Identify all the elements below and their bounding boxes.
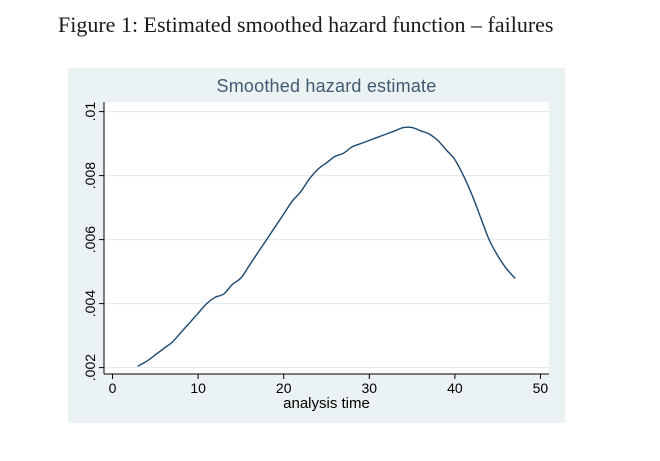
chart-title: Smoothed hazard estimate (216, 76, 437, 96)
plot-background (104, 102, 549, 374)
y-tick-label: .008 (82, 162, 98, 189)
x-tick-label: 50 (533, 380, 549, 396)
figure-caption: Figure 1: Estimated smoothed hazard func… (58, 12, 554, 37)
x-tick-label: 20 (276, 380, 292, 396)
x-tick-label: 40 (447, 380, 463, 396)
x-axis-title: analysis time (283, 395, 370, 412)
hazard-chart: Smoothed hazard estimate .002.004.006.00… (68, 68, 565, 423)
x-tick-label: 10 (190, 380, 206, 396)
x-tick-label: 0 (109, 380, 117, 396)
y-tick-label: .002 (82, 354, 98, 381)
x-tick-label: 30 (361, 380, 377, 396)
plot-area: .002 .004 .006 .008 .01 0 10 20 30 40 50 analysis t… (82, 102, 549, 412)
hazard-curve (137, 126, 516, 367)
y-tick-label: .01 (82, 102, 98, 122)
y-tick-label: .004 (82, 290, 98, 317)
y-tick-label: .006 (82, 226, 98, 253)
